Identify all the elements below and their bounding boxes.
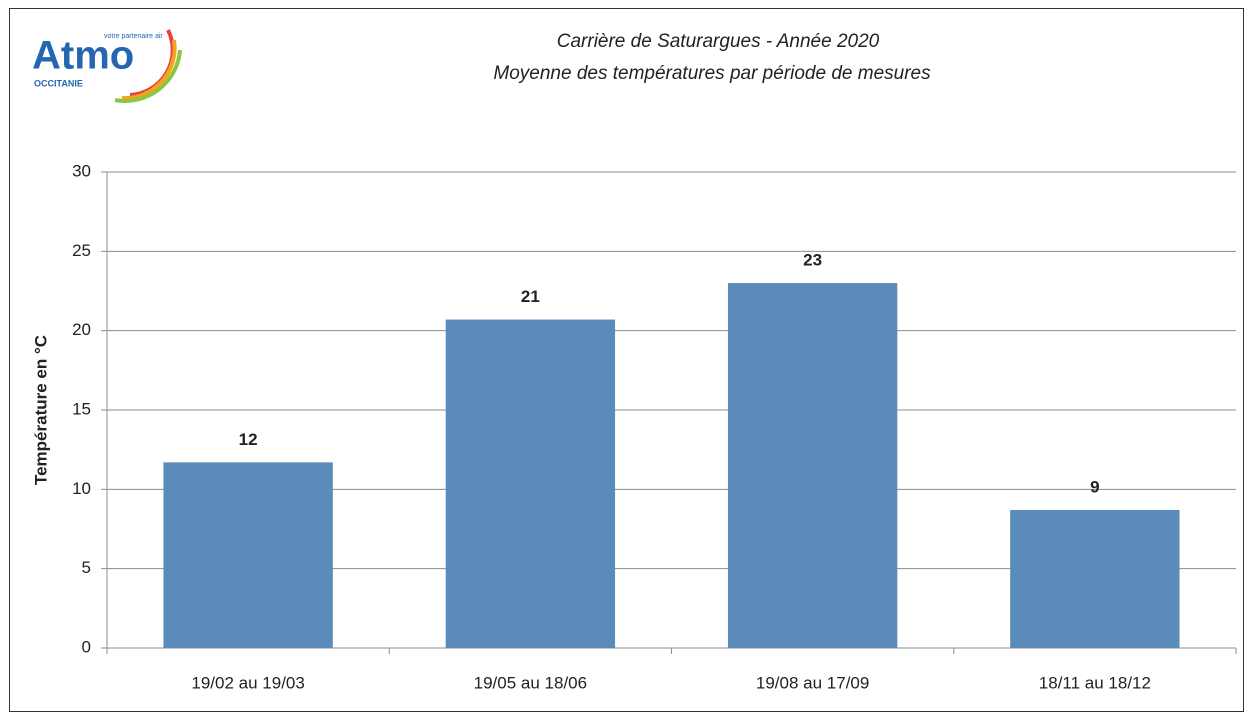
- bar: [727, 283, 898, 648]
- y-tick-label: 15: [72, 399, 91, 418]
- y-tick-label: 30: [72, 161, 91, 180]
- logo-tagline: votre partenaire air: [104, 33, 163, 40]
- data-label: 9: [1090, 477, 1099, 496]
- logo-arc: [114, 49, 182, 103]
- data-label: 21: [521, 287, 540, 306]
- y-axis-label: Température en °C: [31, 335, 50, 485]
- x-tick-label: 19/08 au 17/09: [756, 673, 869, 692]
- x-tick-label: 19/05 au 18/06: [474, 673, 587, 692]
- x-tick-label: 18/11 au 18/12: [1039, 673, 1151, 692]
- y-tick-label: 10: [72, 479, 91, 498]
- logo-region: OCCITANIE: [34, 78, 83, 88]
- chart-title: Carrière de Saturargues - Année 2020: [557, 31, 880, 52]
- y-tick-label: 25: [72, 241, 91, 260]
- bar: [445, 319, 616, 648]
- y-tick-label: 20: [72, 320, 91, 339]
- data-label: 23: [803, 251, 822, 270]
- logo: Atmo votre partenaire air OCCITANIE: [32, 29, 182, 103]
- y-tick-label: 5: [82, 558, 91, 577]
- x-tick-label: 19/02 au 19/03: [191, 673, 304, 692]
- bar: [1010, 509, 1180, 648]
- logo-arc: [121, 39, 177, 101]
- y-tick-label: 0: [82, 637, 91, 656]
- data-label: 12: [239, 430, 258, 449]
- bar: [163, 462, 333, 648]
- logo-name: Atmo: [32, 34, 134, 78]
- chart-subtitle: Moyenne des températures par période de …: [493, 63, 931, 84]
